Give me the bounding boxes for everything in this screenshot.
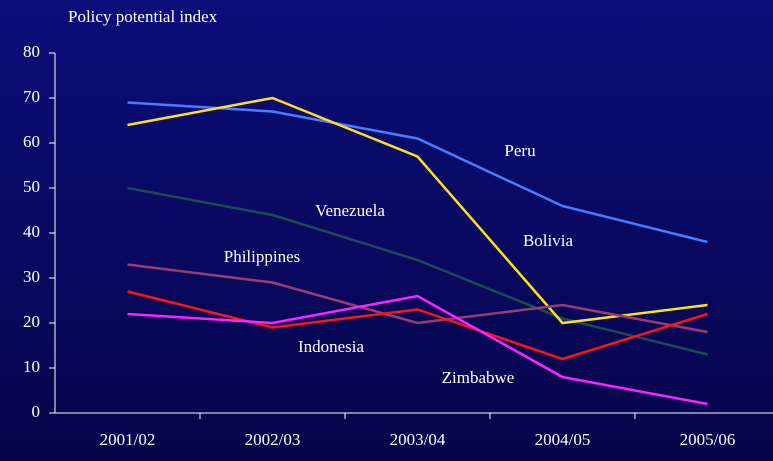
series-line: [127, 101, 708, 244]
series-label: Zimbabwe: [442, 368, 515, 387]
series-label: Indonesia: [298, 337, 365, 356]
y-tick-label: 70: [23, 87, 40, 106]
x-tick-label: 2004/05: [535, 430, 591, 449]
y-tick-label: 80: [23, 42, 40, 61]
y-tick-label: 30: [23, 267, 40, 286]
series-line: [127, 96, 708, 325]
y-tick-label: 20: [23, 312, 40, 331]
x-tick-label: 2001/02: [100, 430, 156, 449]
series-line: [127, 290, 708, 361]
y-tick-label: 60: [23, 132, 40, 151]
y-tick-label: 40: [23, 222, 40, 241]
y-tick-label: 10: [23, 357, 40, 376]
y-tick-label: 50: [23, 177, 40, 196]
x-tick-label: 2002/03: [245, 430, 301, 449]
series-label: Bolivia: [523, 231, 574, 250]
series-label: Venezuela: [315, 201, 385, 220]
chart-title: Policy potential index: [68, 7, 218, 26]
series-line: [127, 294, 708, 406]
x-tick-label: 2003/04: [390, 430, 446, 449]
x-tick-label: 2005/06: [680, 430, 736, 449]
y-tick-label: 0: [32, 402, 41, 421]
series-line: [127, 263, 708, 334]
series-label: Peru: [504, 141, 536, 160]
series-label: Philippines: [224, 247, 301, 266]
series-line: [127, 186, 708, 356]
